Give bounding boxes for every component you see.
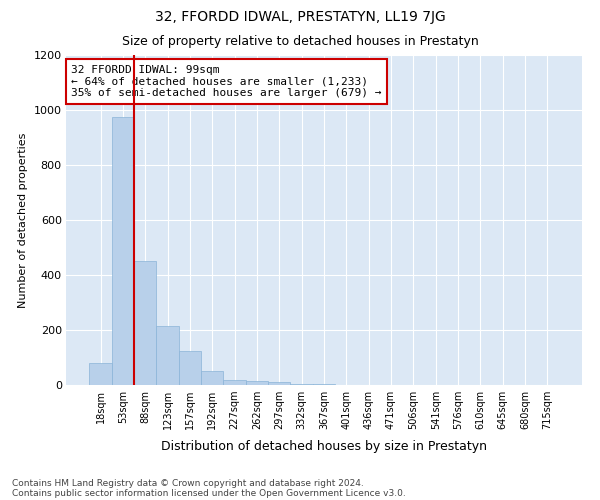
Bar [179,350,201,385]
Bar [290,384,313,385]
Bar [134,261,157,385]
X-axis label: Distribution of detached houses by size in Prestatyn: Distribution of detached houses by size … [161,440,487,454]
Y-axis label: Number of detached properties: Number of detached properties [18,132,28,308]
Bar [157,326,179,385]
Text: 32 FFORDD IDWAL: 99sqm
← 64% of detached houses are smaller (1,233)
35% of semi-: 32 FFORDD IDWAL: 99sqm ← 64% of detached… [71,65,382,98]
Bar [201,371,223,385]
Bar [268,382,290,385]
Bar [313,384,335,385]
Text: 32, FFORDD IDWAL, PRESTATYN, LL19 7JG: 32, FFORDD IDWAL, PRESTATYN, LL19 7JG [155,10,445,24]
Bar [112,117,134,385]
Bar [89,363,112,385]
Text: Size of property relative to detached houses in Prestatyn: Size of property relative to detached ho… [122,35,478,48]
Text: Contains public sector information licensed under the Open Government Licence v3: Contains public sector information licen… [12,488,406,498]
Text: Contains HM Land Registry data © Crown copyright and database right 2024.: Contains HM Land Registry data © Crown c… [12,478,364,488]
Bar [246,381,268,385]
Bar [223,380,246,385]
